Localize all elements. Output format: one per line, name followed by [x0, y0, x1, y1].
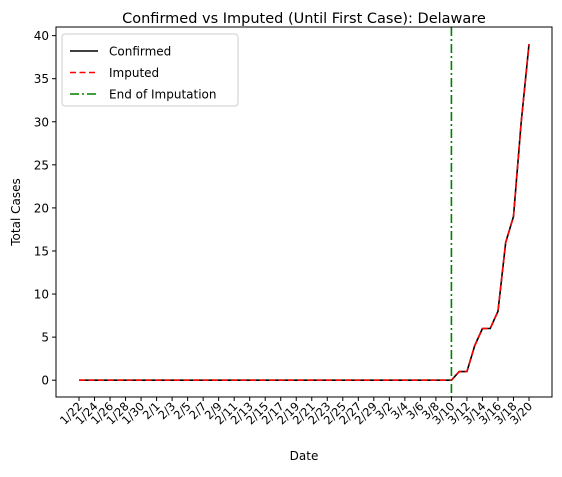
y-axis: 0 5 10 15 20 25 30 35 40: [34, 29, 56, 388]
y-tick-label: 0: [41, 374, 49, 388]
chart-title: Confirmed vs Imputed (Until First Case):…: [122, 11, 486, 27]
legend-label: Imputed: [109, 66, 159, 80]
y-tick-label: 10: [34, 288, 49, 302]
y-tick-label: 5: [41, 331, 49, 345]
legend-label: Confirmed: [109, 45, 171, 59]
legend-box: [61, 33, 239, 107]
y-axis-label: Total Cases: [9, 178, 23, 246]
y-tick-label: 20: [34, 201, 49, 215]
x-axis: 1/221/241/261/281/302/12/32/52/72/92/112…: [57, 397, 535, 427]
y-tick-label: 30: [34, 115, 49, 129]
y-tick-label: 35: [34, 72, 49, 86]
y-tick-label: 15: [34, 244, 49, 258]
y-tick-label: 40: [34, 29, 49, 43]
plot-frame: [55, 26, 553, 398]
x-axis-label: Date: [290, 449, 319, 463]
plot-area: [79, 27, 530, 397]
series-line-imputed: [79, 44, 530, 382]
y-tick-label: 25: [34, 158, 49, 172]
legend: Confirmed Imputed End of Imputation: [61, 33, 239, 107]
legend-label: End of Imputation: [109, 88, 217, 102]
